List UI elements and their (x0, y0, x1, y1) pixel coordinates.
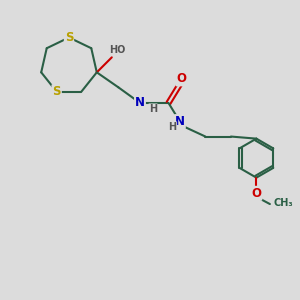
Text: O: O (251, 187, 261, 200)
Text: N: N (175, 115, 185, 128)
Text: S: S (52, 85, 61, 98)
Text: H: H (169, 122, 177, 132)
Text: HO: HO (109, 45, 125, 55)
Text: CH₃: CH₃ (274, 197, 293, 208)
Text: S: S (65, 31, 73, 44)
Text: N: N (135, 96, 145, 110)
Text: O: O (176, 72, 186, 86)
Text: H: H (149, 104, 157, 114)
